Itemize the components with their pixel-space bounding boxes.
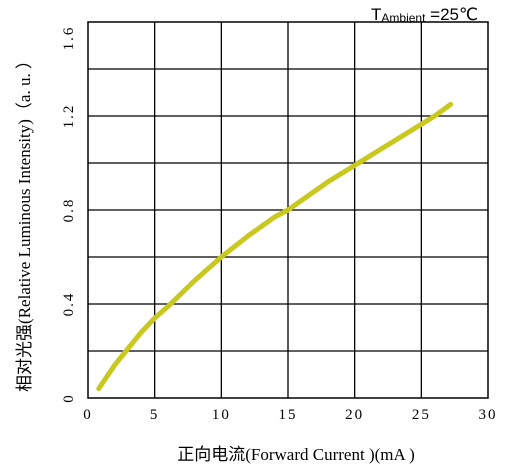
y-tick-label: 0.4 (61, 292, 77, 317)
plot-frame (87, 21, 489, 399)
x-tick-label: 30 (479, 407, 498, 423)
y-tick-label: 0.8 (61, 198, 77, 223)
y-tick-labels: 0 0.4 0.8 1.2 1.6 (61, 26, 77, 403)
x-tick-label: 25 (412, 407, 431, 423)
ambient-temperature-annotation: TAmbient =25℃ (371, 5, 478, 25)
y-tick-label: 1.2 (61, 104, 77, 129)
x-tick-label: 5 (150, 407, 160, 423)
x-tick-label: 15 (279, 407, 298, 423)
annotation-main: T (371, 5, 381, 24)
y-tick-label: 1.6 (61, 26, 77, 51)
x-tick-labels: 0 5 10 15 20 25 30 (83, 407, 498, 423)
annotation-value: =25℃ (425, 5, 478, 24)
annotation-sub: Ambient (381, 11, 426, 25)
y-tick-label: 0 (61, 393, 77, 403)
x-tick-label: 10 (212, 407, 231, 423)
x-tick-label: 0 (83, 407, 93, 423)
x-axis-label: 正向电流(Forward Current )(mA ) (177, 445, 415, 464)
series-layer (96, 101, 454, 392)
series-line (96, 101, 454, 392)
y-axis-label: 相对光强(Relative Luminous Intensity)（a. u. … (15, 52, 34, 392)
x-tick-label: 20 (345, 407, 364, 423)
